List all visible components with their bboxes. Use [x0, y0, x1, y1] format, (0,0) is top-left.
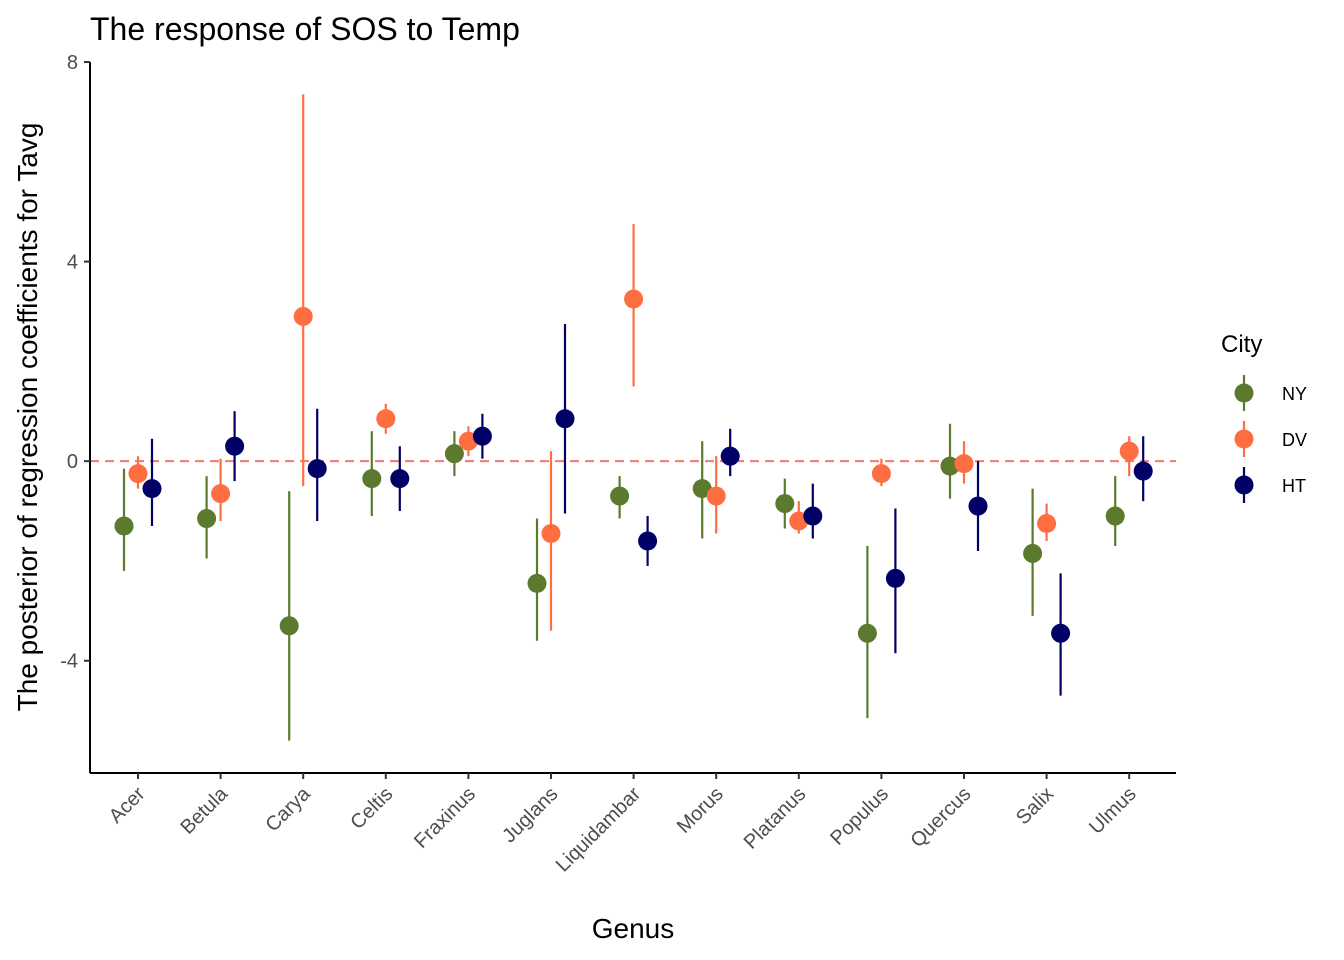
- point-dv-quercus: [954, 454, 974, 474]
- x-tick-label-morus: Morus: [673, 783, 728, 838]
- point-ny-salix: [1023, 543, 1043, 563]
- x-tick-label-ulmus: Ulmus: [1085, 783, 1141, 839]
- point-ht-populus: [885, 568, 905, 588]
- x-tick-label-acer: Acer: [105, 783, 150, 828]
- point-ny-populus: [857, 623, 877, 643]
- legend-label-ny: NY: [1282, 384, 1307, 404]
- legend: City NY DV HT: [1221, 331, 1307, 503]
- legend-label-dv: DV: [1282, 430, 1307, 450]
- legend-key-ht: [1234, 475, 1254, 495]
- x-tick-label-platanus: Platanus: [740, 783, 811, 854]
- y-axis-title: The posterior of regression coefficients…: [12, 123, 43, 712]
- point-ht-betula: [225, 436, 245, 456]
- point-dv-morus: [706, 486, 726, 506]
- point-ht-salix: [1051, 623, 1071, 643]
- point-dv-salix: [1037, 514, 1057, 534]
- point-ny-fraxinus: [444, 444, 464, 464]
- point-ht-quercus: [968, 496, 988, 516]
- x-tick-label-fraxinus: Fraxinus: [410, 783, 480, 853]
- legend-label-ht: HT: [1282, 476, 1306, 496]
- point-dv-acer: [128, 464, 148, 484]
- point-ny-morus: [692, 479, 712, 499]
- point-ny-platanus: [775, 494, 795, 514]
- x-tick-label-populus: Populus: [826, 783, 893, 850]
- point-ny-carya: [279, 616, 299, 636]
- point-ht-acer: [142, 479, 162, 499]
- y-tick-label: 8: [67, 52, 78, 74]
- legend-title: City: [1221, 331, 1262, 358]
- x-tick-label-salix: Salix: [1012, 783, 1058, 829]
- y-tick-label: 4: [67, 252, 78, 274]
- x-tick-label-juglans: Juglans: [498, 783, 562, 847]
- y-tick-label: 0: [67, 451, 78, 473]
- point-ht-carya: [307, 459, 327, 479]
- point-ny-betula: [197, 509, 217, 529]
- point-dv-populus: [871, 464, 891, 484]
- point-ht-morus: [720, 446, 740, 466]
- point-ht-liquidambar: [638, 531, 658, 551]
- point-ht-fraxinus: [472, 426, 492, 446]
- point-ht-celtis: [390, 469, 410, 489]
- x-tick-label-liquidambar: Liquidambar: [552, 783, 646, 877]
- x-axis-title: Genus: [592, 913, 675, 944]
- point-dv-carya: [293, 306, 313, 326]
- x-tick-label-celtis: Celtis: [346, 783, 397, 834]
- point-ny-liquidambar: [610, 486, 630, 506]
- point-dv-celtis: [376, 409, 396, 429]
- axes: -4 0 4 8 Acer Betula Carya Celtis Fraxinus Juglan…: [60, 52, 1176, 876]
- point-ny-quercus: [940, 456, 960, 476]
- y-tick-label: -4: [60, 651, 78, 673]
- point-ny-juglans: [527, 573, 547, 593]
- point-ny-acer: [114, 516, 134, 536]
- plot-area: [90, 94, 1176, 741]
- point-ht-ulmus: [1133, 461, 1153, 481]
- point-ny-celtis: [362, 469, 382, 489]
- point-ny-ulmus: [1105, 506, 1125, 526]
- x-tick-label-carya: Carya: [261, 782, 315, 836]
- point-dv-liquidambar: [624, 289, 644, 309]
- x-tick-label-quercus: Quercus: [907, 783, 976, 852]
- point-dv-betula: [211, 484, 231, 504]
- legend-key-ny: [1234, 383, 1254, 403]
- legend-key-dv: [1234, 429, 1254, 449]
- point-ht-platanus: [803, 506, 823, 526]
- x-tick-label-betula: Betula: [176, 782, 232, 838]
- point-dv-juglans: [541, 524, 561, 544]
- point-dv-ulmus: [1119, 441, 1139, 461]
- chart-title: The response of SOS to Temp: [90, 11, 520, 47]
- point-ht-juglans: [555, 409, 575, 429]
